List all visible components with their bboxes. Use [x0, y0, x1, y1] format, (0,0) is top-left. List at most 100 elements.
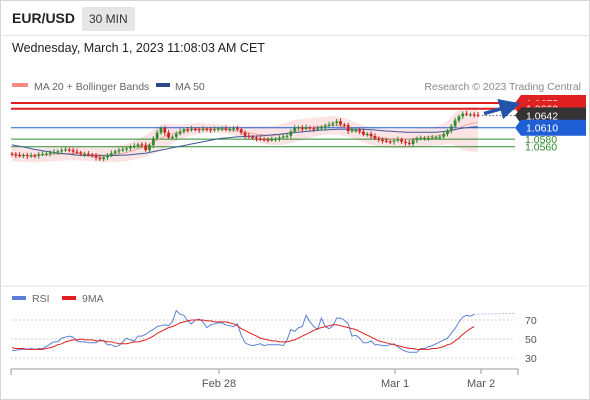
- candle-body: [90, 154, 94, 156]
- candle-body: [224, 128, 228, 130]
- candle-body: [434, 137, 438, 139]
- candle-body: [60, 150, 64, 152]
- candle-body: [404, 141, 407, 143]
- candle-body: [102, 157, 106, 160]
- candle-body: [44, 153, 48, 155]
- candle-body: [75, 151, 79, 153]
- candle-body: [125, 148, 128, 150]
- rsi-pane: 70 50 30: [11, 309, 537, 365]
- support-label: 1.0560: [525, 142, 557, 154]
- pivot-price-tag: [515, 119, 586, 136]
- candle-body: [22, 155, 25, 157]
- candle-body: [239, 129, 243, 133]
- candle-body: [320, 126, 323, 129]
- candle-body: [350, 130, 354, 132]
- candle-body: [151, 138, 155, 146]
- candle-body: [155, 132, 159, 139]
- candle-body: [159, 128, 163, 133]
- rsi-ma-line: [11, 319, 475, 350]
- candle-body: [129, 147, 132, 149]
- symbol-label: EUR/USD: [12, 10, 76, 26]
- candle-body: [472, 114, 476, 116]
- candle-body: [300, 127, 304, 129]
- candle-body: [37, 154, 41, 156]
- candle-body: [339, 121, 342, 125]
- rsi-ma-legend-swatch: [62, 296, 76, 300]
- candle-body: [457, 116, 461, 121]
- candle-body: [342, 124, 346, 126]
- candle-body: [136, 144, 140, 146]
- candle-body: [362, 131, 365, 135]
- candle-body: [438, 136, 442, 139]
- timeframe-button[interactable]: 30 MIN: [82, 7, 135, 31]
- candle-body: [262, 139, 266, 141]
- ma50-legend-swatch: [156, 83, 170, 87]
- candle-body: [308, 127, 312, 129]
- candle-body: [304, 127, 308, 129]
- candle-body: [216, 128, 220, 130]
- candle-body: [67, 149, 71, 151]
- credit-text: Research © 2023 Trading Central: [424, 81, 581, 93]
- candle-body: [121, 149, 125, 151]
- candle-body: [258, 138, 262, 140]
- last-price-tag: [515, 107, 586, 124]
- candle-body: [163, 128, 167, 133]
- candle-body: [289, 131, 293, 136]
- candle-body: [64, 149, 67, 151]
- rsi-legend-label: RSI: [32, 293, 50, 305]
- x-tick-label: Feb 28: [202, 378, 236, 390]
- candle-body: [407, 142, 411, 145]
- candle-body: [270, 139, 274, 141]
- rsi-tick-label: 70: [525, 315, 537, 327]
- candle-body: [384, 140, 388, 142]
- candle-body: [354, 129, 358, 132]
- rsi-tick-label: 50: [525, 334, 537, 346]
- candle-body: [213, 129, 216, 131]
- candle-body: [331, 123, 335, 125]
- candle-body: [335, 121, 339, 124]
- candle-body: [98, 157, 102, 160]
- candle-body: [419, 138, 423, 140]
- candle-body: [476, 114, 480, 116]
- candle-body: [346, 125, 350, 132]
- candle-body: [52, 152, 56, 154]
- candle-body: [297, 127, 300, 129]
- candle-body: [132, 145, 136, 148]
- candle-body: [186, 129, 190, 131]
- rsi-last-line: [474, 312, 516, 315]
- candle-body: [167, 132, 171, 138]
- candle-body: [48, 152, 52, 154]
- candle-body: [323, 125, 327, 127]
- candle-body: [56, 151, 60, 153]
- candle-body: [278, 137, 281, 139]
- rsi-legend-swatch: [12, 296, 26, 300]
- candle-body: [411, 140, 415, 145]
- candle-body: [205, 128, 209, 131]
- header-divider: [0, 35, 590, 36]
- pivot-price-label: 1.0610: [526, 123, 558, 135]
- x-tick-label: Mar 1: [381, 378, 409, 390]
- candle-body: [453, 120, 457, 127]
- candle-body: [266, 139, 270, 141]
- last-price-label: 1.0642: [526, 111, 558, 123]
- candle-body: [243, 132, 247, 136]
- candle-body: [14, 154, 18, 156]
- candle-body: [33, 155, 37, 157]
- candle-body: [29, 155, 33, 157]
- candle-body: [228, 128, 232, 131]
- candle-body: [469, 114, 472, 116]
- candle-body: [71, 150, 75, 152]
- candle-body: [465, 113, 468, 115]
- candle-body: [388, 141, 392, 143]
- x-axis: Feb 28 Mar 1 Mar 2: [10, 368, 519, 390]
- candle-body: [197, 129, 201, 131]
- candle-body: [373, 136, 377, 139]
- candle-body: [190, 128, 193, 131]
- candle-body: [10, 153, 14, 155]
- candle-body: [430, 137, 434, 139]
- candle-body: [255, 137, 258, 139]
- forecast: [483, 98, 521, 120]
